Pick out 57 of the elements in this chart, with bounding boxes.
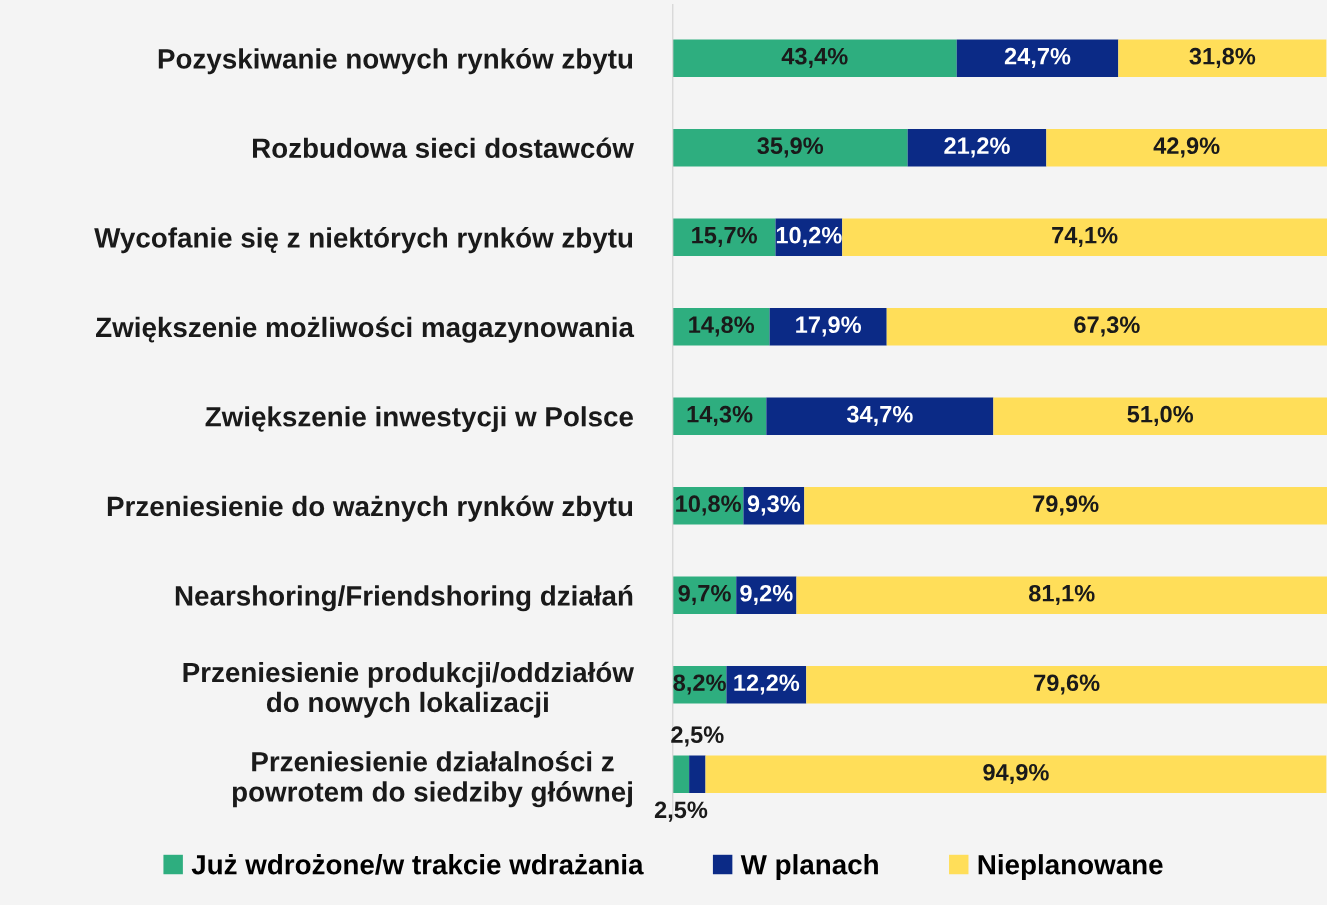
y-tick-label: Rozbudowa sieci dostawców [253,137,634,159]
y-tick-label: Zwiększenie możliwości magazynowania [96,316,635,343]
data-label: 81,1% [1028,584,1095,606]
bar [886,307,1327,346]
bar [796,576,1327,615]
bar [672,218,776,257]
data-label: 74,1% [1052,226,1118,247]
data-label: 2,5% [671,726,724,747]
bar [956,39,1119,78]
data-label: 31,8% [1189,47,1256,68]
data-label: 12,2% [734,674,800,695]
y-tick-label: Nearshoring/Friendshoring działań [175,585,633,612]
data-label: 14,3% [687,405,753,427]
bar [672,128,908,167]
data-label: 43,4% [781,47,848,68]
y-tick-label: Wycofanie się z niektórych rynków zbytu [94,227,633,254]
data-label: 21,2% [944,137,1010,158]
data-label: 14,8% [689,316,755,337]
bar [672,755,690,794]
data-label: 2,5% [654,801,708,822]
data-label: 10,2% [776,226,842,247]
data-label: 94,9% [983,763,1049,785]
data-label: 79,9% [1033,495,1099,516]
bar [842,218,1327,257]
data-label: 34,7% [846,405,913,427]
y-tick-label: Przeniesienie do ważnych rynków zbytu [107,495,633,522]
data-label: 9,2% [740,584,793,606]
data-label: 15,7% [692,226,757,247]
bar [1118,39,1327,78]
bar [1046,128,1327,167]
legend-label: Nieplanowane [978,854,1163,880]
bar [907,128,1047,167]
data-label: 67,3% [1074,316,1140,337]
data-label: 35,9% [757,137,824,158]
bar [689,755,706,794]
data-label: 10,8% [676,495,741,516]
data-label: 9,3% [747,495,801,516]
legend-label: W planach [740,854,878,880]
bar [806,665,1327,704]
bar [766,397,994,436]
bar [993,397,1327,436]
bar [705,755,1327,794]
data-label: 79,6% [1034,674,1100,695]
data-label: 17,9% [796,316,862,337]
data-label: 9,7% [678,584,731,606]
y-tick-label: Przeniesienie działalności z powrotem do siedziby głównej [232,750,632,808]
data-label: 42,9% [1153,137,1220,158]
data-label: 8,2% [673,674,726,695]
legend-label: Już wdrożone/w trakcie wdrażania [191,854,644,875]
y-tick-label: Przeniesienie produkcji/oddziałów do nowych lokalizacji [183,661,634,718]
bar [672,39,957,78]
y-tick-label: Zwiększenie inwestycji w Polsce [205,406,633,433]
data-label: 24,7% [1004,47,1071,68]
y-tick-label: Pozyskiwanie nowych rynków zbytu [158,48,633,75]
bar [804,486,1327,525]
data-label: 51,0% [1127,405,1194,427]
bar [769,307,887,346]
